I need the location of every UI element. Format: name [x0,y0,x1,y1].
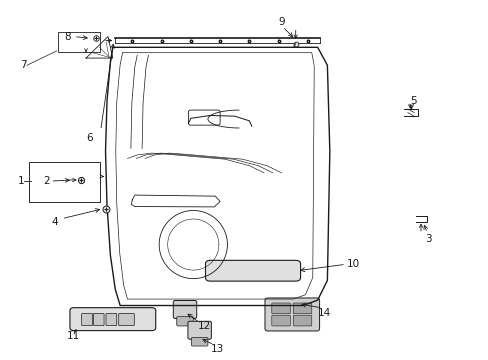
FancyBboxPatch shape [81,314,92,325]
Bar [29,162,100,202]
FancyBboxPatch shape [93,314,104,325]
FancyBboxPatch shape [293,303,311,314]
Text: 13: 13 [210,344,223,354]
Text: 12: 12 [198,321,211,331]
Text: 7: 7 [20,60,27,70]
FancyBboxPatch shape [119,314,134,325]
FancyBboxPatch shape [173,301,196,319]
FancyBboxPatch shape [106,314,117,325]
Bar [58,32,100,51]
Text: 6: 6 [86,133,92,143]
FancyBboxPatch shape [271,303,290,314]
Text: 5: 5 [409,96,416,106]
Text: 10: 10 [346,259,359,269]
FancyBboxPatch shape [293,315,311,326]
Text: 8: 8 [64,32,71,41]
FancyBboxPatch shape [187,321,211,339]
Text: 2: 2 [43,176,50,186]
Text: 3: 3 [424,234,430,244]
Text: 14: 14 [317,308,330,318]
FancyBboxPatch shape [271,315,290,326]
FancyBboxPatch shape [176,317,193,326]
Text: 9: 9 [278,17,285,27]
FancyBboxPatch shape [205,260,300,281]
Text: 11: 11 [66,331,80,341]
Text: 1: 1 [18,176,24,186]
FancyBboxPatch shape [191,337,207,346]
FancyBboxPatch shape [70,308,156,330]
FancyBboxPatch shape [264,298,319,331]
Text: 4: 4 [52,217,59,227]
